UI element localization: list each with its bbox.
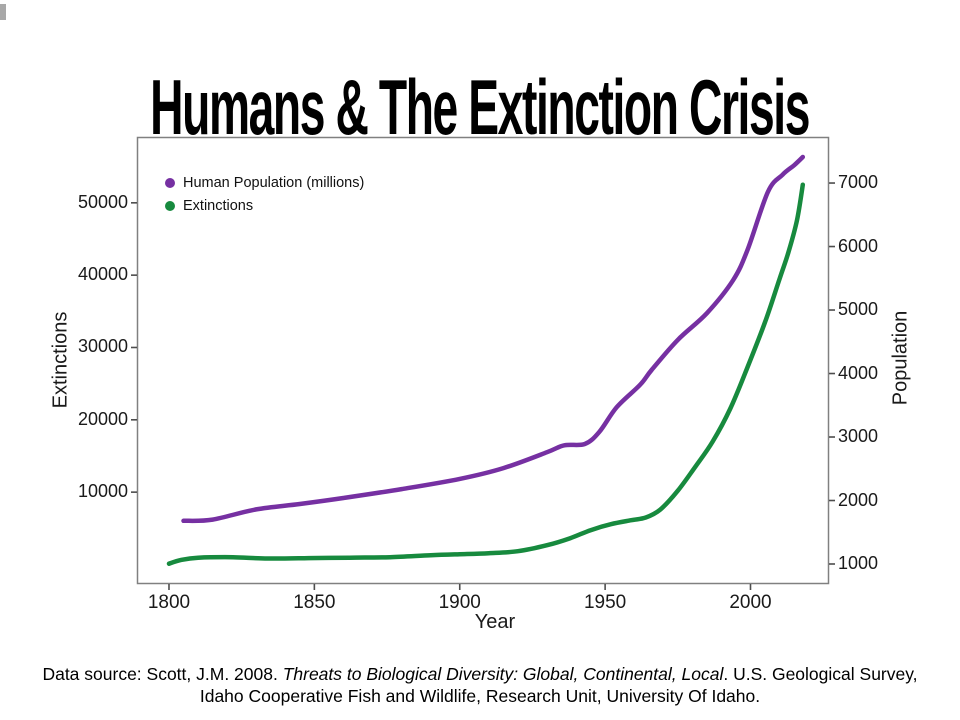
right-tick-label: 5000 bbox=[838, 299, 879, 320]
legend: Human Population (millions) Extinctions bbox=[165, 171, 364, 217]
footer-text: Data source: Scott, J.M. 2008. bbox=[42, 664, 283, 684]
footer-line-1: Data source: Scott, J.M. 2008. Threats t… bbox=[0, 663, 960, 685]
legend-item-extinctions: Extinctions bbox=[165, 194, 364, 217]
extinctions-legend-dot-icon bbox=[165, 200, 175, 211]
plot-border bbox=[136, 136, 830, 585]
right-axis-title: Population bbox=[889, 310, 912, 406]
right-tick-label: 6000 bbox=[838, 235, 879, 256]
x-tick-label: 1950 bbox=[583, 592, 627, 613]
extinctions-line bbox=[166, 182, 806, 566]
x-tick-label: 1800 bbox=[147, 592, 191, 613]
right-tick-label: 1000 bbox=[838, 552, 879, 573]
footer-citation-title: Threats to Biological Diversity: Global,… bbox=[282, 664, 724, 684]
title-wrap: Humans & The Extinction Crisis bbox=[0, 24, 960, 178]
right-tick-label: 2000 bbox=[838, 489, 879, 510]
legend-label: Extinctions bbox=[183, 197, 254, 214]
legend-label: Human Population (millions) bbox=[183, 174, 365, 191]
footer-line-2: Idaho Cooperative Fish and Wildlife, Res… bbox=[199, 686, 761, 706]
footer-text: . U.S. Geological Survey, bbox=[723, 664, 918, 684]
left-tick-label: 30000 bbox=[77, 336, 128, 357]
page-title: Humans & The Extinction Crisis bbox=[150, 63, 811, 151]
left-tick-label: 50000 bbox=[77, 191, 128, 212]
legend-item-population: Human Population (millions) bbox=[165, 171, 364, 194]
x-tick-label: 1900 bbox=[438, 592, 481, 613]
population-legend-dot-icon bbox=[165, 177, 175, 188]
right-tick-label: 4000 bbox=[838, 362, 879, 383]
right-tick-label: 3000 bbox=[838, 426, 879, 446]
data-source-footer: Data source: Scott, J.M. 2008. Threats t… bbox=[0, 663, 960, 707]
left-tick-label: 40000 bbox=[77, 264, 128, 285]
right-tick-label: 7000 bbox=[838, 172, 879, 193]
scan-artifact bbox=[0, 4, 6, 20]
left-tick-label: 20000 bbox=[77, 408, 128, 429]
left-tick-label: 10000 bbox=[77, 481, 128, 502]
x-tick-label: 1850 bbox=[293, 592, 336, 613]
x-tick-label: 2000 bbox=[729, 592, 772, 613]
left-axis-title: Extinctions bbox=[49, 311, 72, 409]
x-axis-title: Year bbox=[474, 611, 516, 633]
population-line bbox=[181, 154, 806, 524]
